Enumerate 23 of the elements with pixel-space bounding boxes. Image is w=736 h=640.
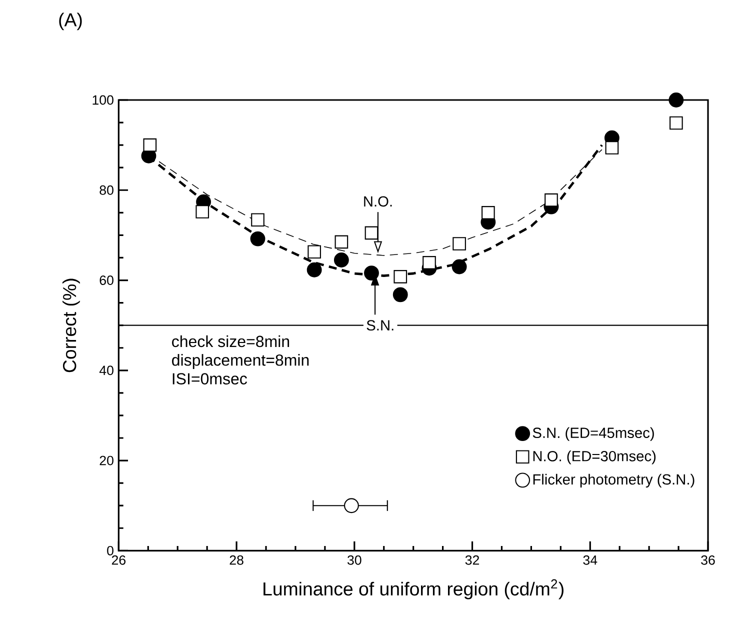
- x-tick-label: 34: [583, 555, 598, 565]
- x-tick-label: 32: [465, 555, 480, 565]
- annotation: ISI=0msec: [172, 373, 247, 384]
- x-tick-label: 30: [347, 555, 362, 565]
- annotation: check size=8min: [172, 335, 290, 348]
- y-tick-label: 0: [107, 546, 114, 556]
- y-tick-label: 60: [100, 276, 114, 285]
- x-tick-label: 28: [230, 555, 244, 565]
- legend-label: N.O. (ED=30msec): [533, 450, 656, 464]
- y-tick-label: 100: [92, 95, 114, 105]
- y-tick-label: 40: [99, 366, 114, 376]
- annotation: N.O.: [364, 196, 392, 207]
- x-tick-label: 36: [701, 555, 715, 565]
- legend-label: S.N. (ED=45msec): [532, 427, 654, 441]
- annotation: S.N.: [366, 320, 394, 331]
- y-tick-label: 20: [100, 456, 114, 466]
- x-axis-title: Luminance of uniform region (cd/m$^{2}$): [264, 579, 564, 600]
- annotation: displacement=8min: [172, 354, 309, 369]
- chart-title: (A): [59, 12, 82, 30]
- x-tick-label: 26: [112, 555, 126, 565]
- y-tick-label: 80: [100, 185, 114, 195]
- y-axis-title: Correct (%): [62, 278, 80, 372]
- legend-label: Flicker photometry (S.N.): [533, 474, 694, 488]
